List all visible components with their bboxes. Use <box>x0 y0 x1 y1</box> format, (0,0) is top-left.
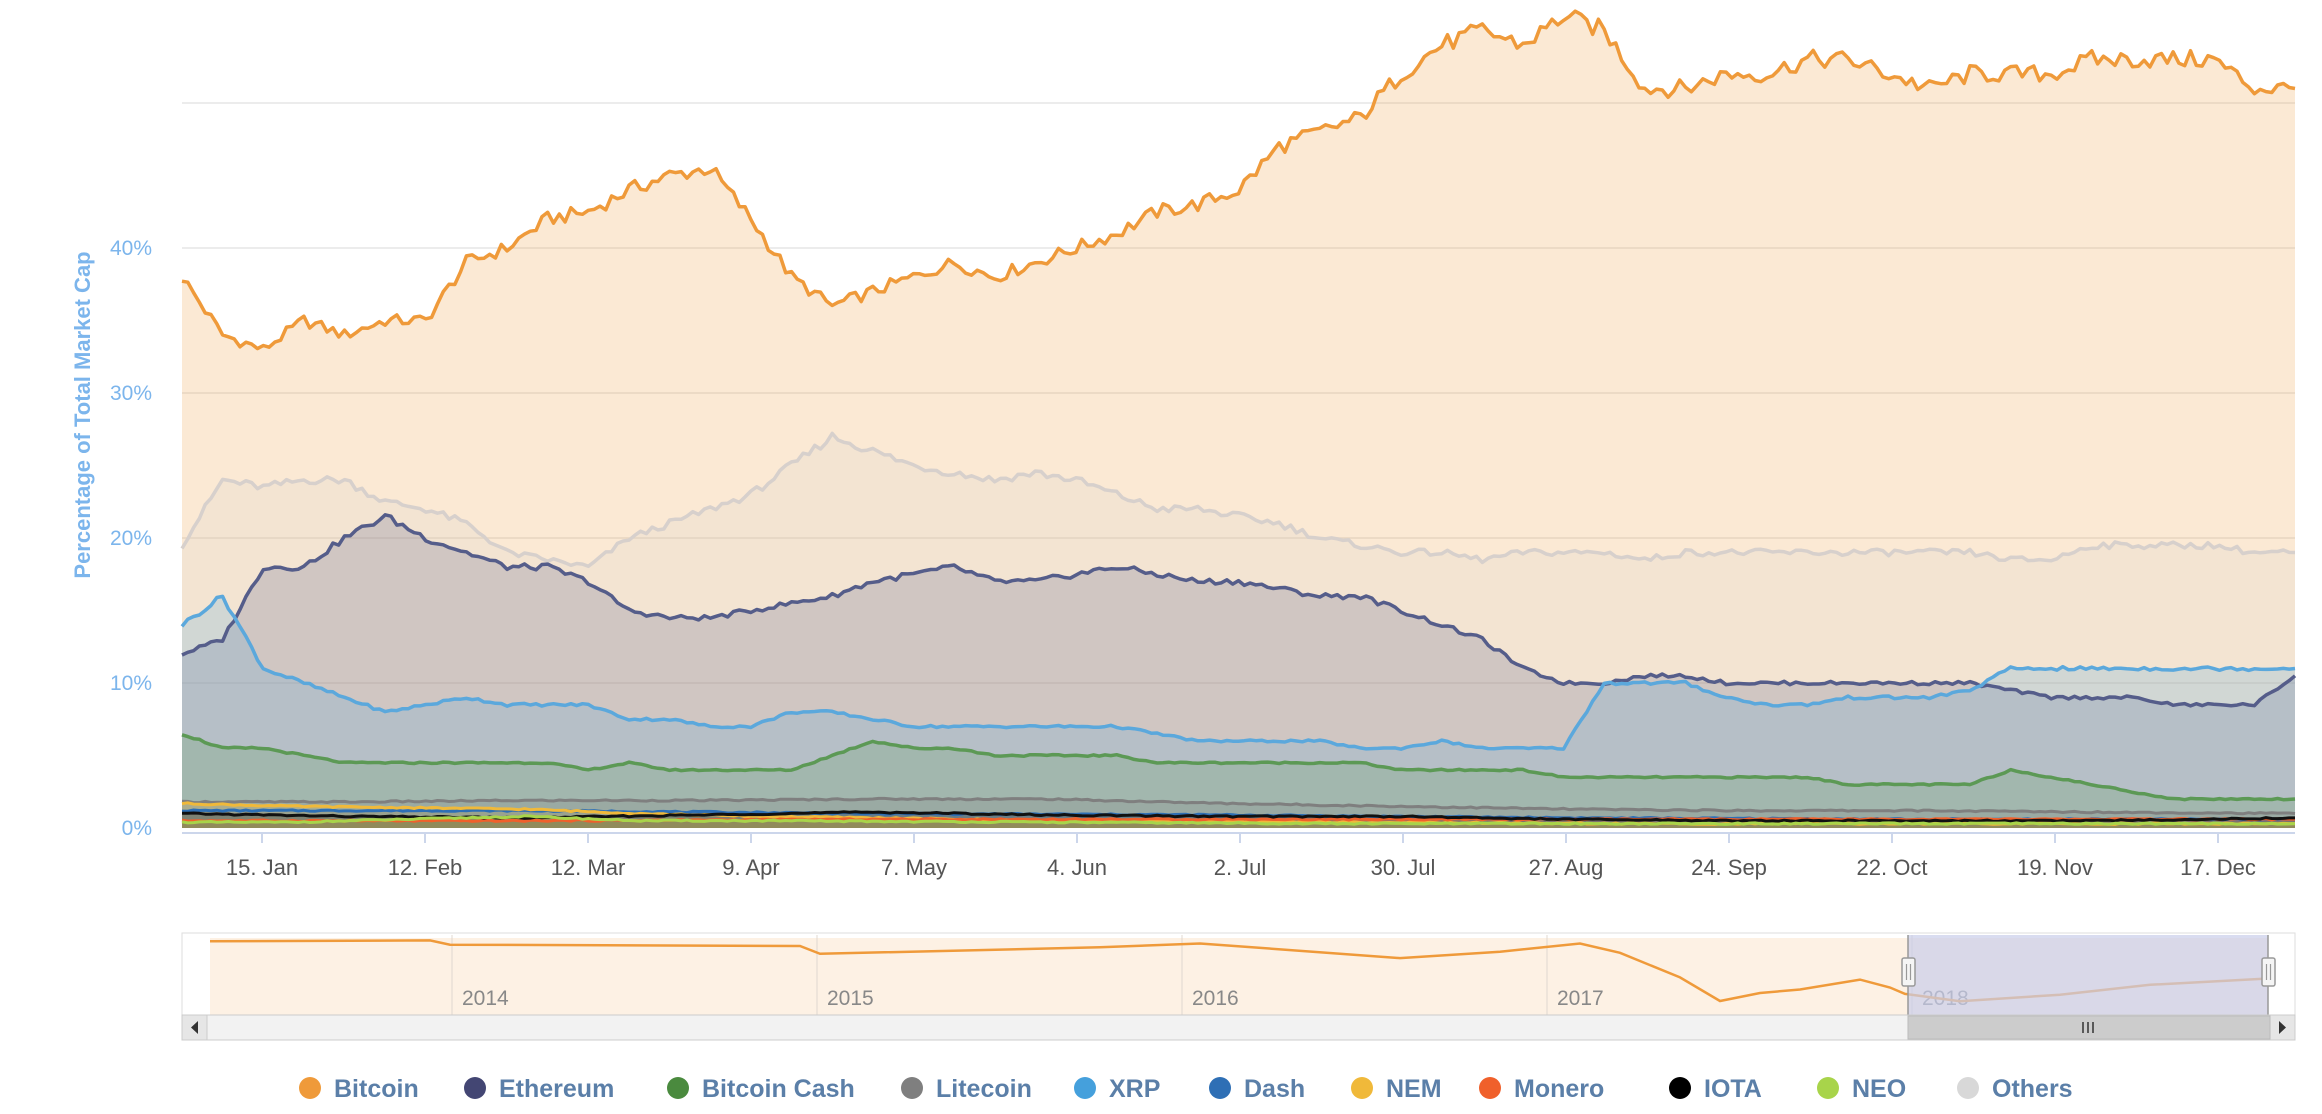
y-axis-title: Percentage of Total Market Cap <box>70 251 95 578</box>
navigator-scrollbar[interactable] <box>181 1014 2296 1041</box>
y-axis-ticks: 0% 10% 20% 30% 40% <box>110 237 152 840</box>
legend-item-others[interactable]: Others <box>1957 1075 2073 1103</box>
legend-label: Ethereum <box>499 1075 614 1103</box>
legend-symbol <box>1209 1077 1231 1099</box>
area-others <box>182 433 2295 828</box>
legend-symbol <box>1479 1077 1501 1099</box>
line-others <box>180 431 2296 569</box>
y-tick-label: 10% <box>110 672 152 695</box>
legend-label: Others <box>1992 1075 2073 1103</box>
area-ethereum <box>182 514 2295 828</box>
line-bitcoin <box>181 9 2296 351</box>
navigator-year-label: 2016 <box>1192 987 1239 1010</box>
navigator-left-handle[interactable] <box>1901 957 1916 987</box>
x-tick-label: 4. Jun <box>1047 855 1107 880</box>
arrow-left-icon <box>191 1021 198 1034</box>
legend-label: XRP <box>1109 1075 1160 1103</box>
y-tick-label: 20% <box>110 527 152 550</box>
legend-symbol <box>667 1077 689 1099</box>
area-bitcoin-cash <box>182 734 2295 828</box>
area-bitcoin <box>182 11 2295 828</box>
legend-label: Litecoin <box>936 1075 1032 1103</box>
navigator-year-label: 2014 <box>462 987 509 1010</box>
x-tick-label: 12. Feb <box>388 855 463 880</box>
series-lines <box>180 9 2297 826</box>
line-ethereum <box>181 513 2297 708</box>
line-bitcoin-cash <box>181 733 2296 802</box>
x-tick-label: 24. Sep <box>1691 855 1767 880</box>
legend-symbol <box>1957 1077 1979 1099</box>
legend-item-nem[interactable]: NEM <box>1351 1075 1442 1103</box>
x-tick-label: 15. Jan <box>226 855 298 880</box>
x-tick-label: 19. Nov <box>2017 855 2093 880</box>
x-tick-label: 9. Apr <box>722 855 779 880</box>
legend-label: IOTA <box>1704 1075 1762 1103</box>
legend-item-ethereum[interactable]: Ethereum <box>464 1075 614 1103</box>
y-tick-label: 30% <box>110 382 152 405</box>
legend-symbol <box>1669 1077 1691 1099</box>
scrollbar-right-button[interactable] <box>2269 1014 2296 1041</box>
range-navigator[interactable]: 20142015201620172018 <box>181 932 2296 1016</box>
chart-legend: Bitcoin Ethereum Bitcoin Cash Litecoin XRP Da… <box>299 1075 2073 1103</box>
legend-item-xrp[interactable]: XRP <box>1074 1075 1160 1103</box>
scrollbar-thumb[interactable] <box>1907 1015 2271 1040</box>
legend-item-iota[interactable]: IOTA <box>1669 1075 1762 1103</box>
legend-symbol <box>464 1077 486 1099</box>
legend-label: NEM <box>1386 1075 1442 1103</box>
navigator-right-handle[interactable] <box>2261 957 2276 987</box>
legend-label: Dash <box>1244 1075 1305 1103</box>
legend-label: Monero <box>1514 1075 1604 1103</box>
x-tick-label: 12. Mar <box>551 855 626 880</box>
series-areas <box>182 11 2295 828</box>
legend-item-neo[interactable]: NEO <box>1817 1075 1906 1103</box>
scrollbar-left-button[interactable] <box>181 1014 208 1041</box>
navigator-year-label: 2015 <box>827 987 874 1010</box>
line-neo <box>181 814 2296 826</box>
legend-label: Bitcoin <box>334 1075 419 1103</box>
legend-item-dash[interactable]: Dash <box>1209 1075 1305 1103</box>
x-axis-ticks: 15. Jan 12. Feb 12. Mar 9. Apr 7. May 4. Jun 2… <box>226 833 2256 880</box>
legend-label: Bitcoin Cash <box>702 1075 855 1103</box>
line-xrp <box>180 594 2296 751</box>
navigator-years: 20142015201620172018 <box>451 935 1969 1015</box>
line-litecoin <box>181 796 2296 816</box>
navigator-year-label: 2017 <box>1557 987 1604 1010</box>
x-tick-label: 7. May <box>881 855 947 880</box>
legend-label: NEO <box>1852 1075 1906 1103</box>
x-tick-label: 30. Jul <box>1371 855 1436 880</box>
legend-symbol <box>1817 1077 1839 1099</box>
x-tick-label: 22. Oct <box>1857 855 1928 880</box>
legend-symbol <box>901 1077 923 1099</box>
legend-item-monero[interactable]: Monero <box>1479 1075 1604 1103</box>
y-tick-label: 0% <box>122 817 152 840</box>
legend-symbol <box>1351 1077 1373 1099</box>
x-tick-label: 27. Aug <box>1529 855 1604 880</box>
y-tick-label: 40% <box>110 237 152 260</box>
legend-item-bitcoin[interactable]: Bitcoin <box>299 1075 419 1103</box>
legend-symbol <box>1074 1077 1096 1099</box>
legend-item-litecoin[interactable]: Litecoin <box>901 1075 1032 1103</box>
legend-symbol <box>299 1077 321 1099</box>
legend-item-bitcoin-cash[interactable]: Bitcoin Cash <box>667 1075 855 1103</box>
arrow-right-icon <box>2279 1021 2286 1034</box>
navigator-selected-range[interactable] <box>1908 935 2268 1015</box>
x-tick-label: 17. Dec <box>2180 855 2256 880</box>
x-tick-label: 2. Jul <box>1214 855 1267 880</box>
line-monero <box>181 817 2295 823</box>
